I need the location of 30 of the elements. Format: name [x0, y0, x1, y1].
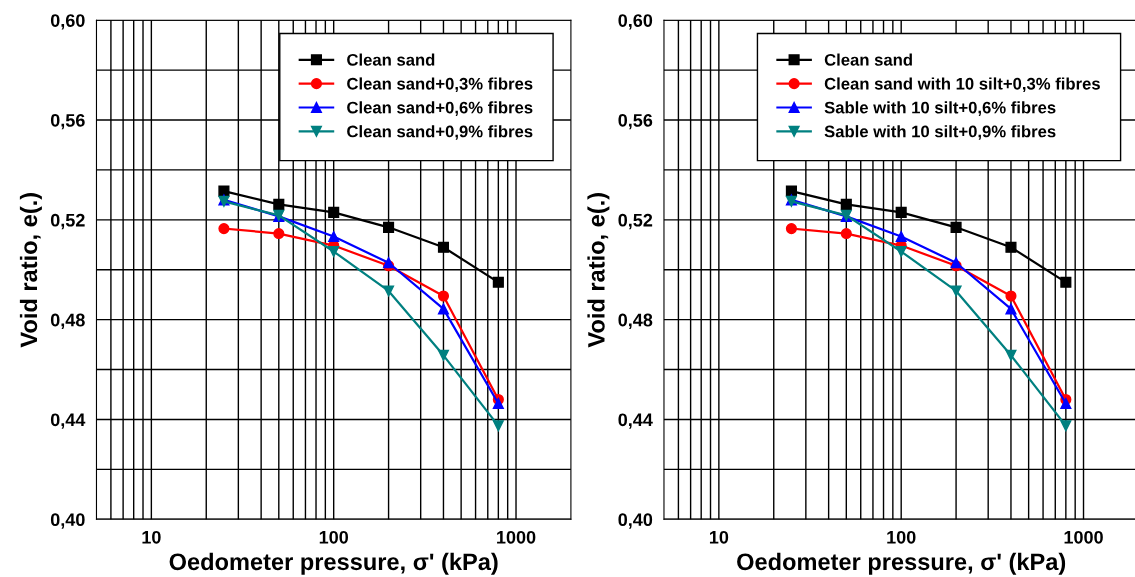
- legend-label: Clean sand with 10 silt+0,3% fibres: [824, 77, 1100, 93]
- x-tick-label: 1000: [497, 530, 536, 544]
- x-axis-title: Oedometer pressure, σ' (kPa): [737, 552, 1066, 575]
- legend-label: Clean sand: [824, 53, 912, 66]
- x-tick-label: 10: [709, 530, 729, 544]
- y-tick-label: 0,40: [50, 513, 85, 529]
- y-tick-label: 0,56: [618, 113, 653, 130]
- y-tick-label: 0,56: [50, 113, 85, 130]
- y-axis-title: Void ratio, e(.): [587, 193, 610, 348]
- x-tick-label: 1000: [1064, 530, 1103, 544]
- y-tick-label: 0,60: [50, 14, 85, 30]
- y-tick-label: 0,48: [50, 313, 85, 329]
- legend-label: Clean sand+0,6% fibres: [347, 101, 533, 116]
- legend-label: Sable with 10 silt+0,9% fibres: [824, 125, 1056, 140]
- x-tick-label: 10: [142, 530, 161, 544]
- legend-label: Clean sand: [347, 53, 435, 66]
- y-axis-title: Void ratio, e(.): [19, 193, 42, 348]
- legend-label: Clean sand+0,9% fibres: [347, 125, 533, 140]
- legend-label: Sable with 10 silt+0,6% fibres: [824, 101, 1056, 116]
- y-tick-label: 0,60: [618, 14, 653, 30]
- y-tick-label: 0,52: [50, 213, 85, 230]
- legend-label: Clean sand+0,3% fibres: [347, 77, 533, 93]
- x-axis-title: Oedometer pressure, σ' (kPa): [169, 552, 498, 575]
- y-tick-label: 0,52: [618, 213, 653, 230]
- y-tick-label: 0,48: [618, 313, 653, 329]
- x-tick-label: 100: [319, 530, 349, 544]
- y-tick-label: 0,44: [618, 413, 653, 429]
- y-tick-label: 0,40: [618, 513, 653, 529]
- y-tick-label: 0,44: [50, 413, 86, 429]
- x-tick-label: 100: [887, 530, 916, 544]
